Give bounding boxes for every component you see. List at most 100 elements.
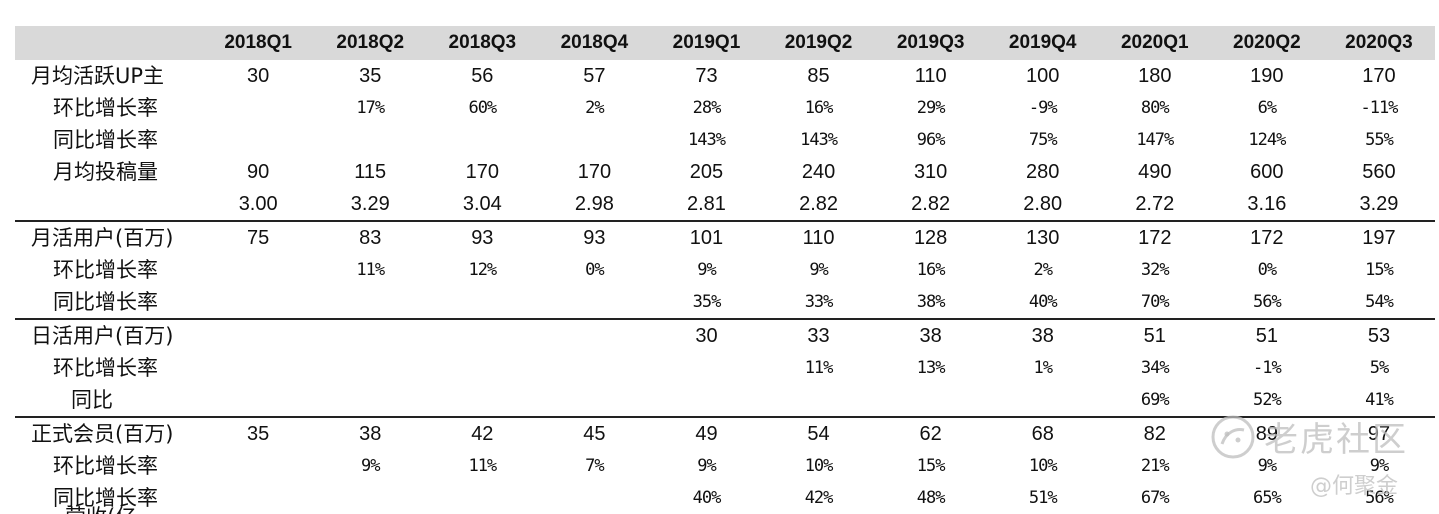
table-cell: 9% bbox=[697, 456, 716, 476]
table-cell: 170 bbox=[465, 161, 499, 183]
table-row: 环比增长率 17% 60% 2% 28% 16% 29% -9% 80% 6% -11% bbox=[15, 92, 1435, 124]
table-cell: 54 bbox=[762, 416, 875, 450]
table-cell: 30 bbox=[247, 65, 270, 87]
table-cell: 56% bbox=[1365, 488, 1394, 508]
table-cell: 55% bbox=[1365, 130, 1394, 150]
row-label: 同比增长率 bbox=[53, 486, 158, 510]
table-cell: 35 bbox=[359, 65, 382, 87]
row-label: 同比 bbox=[71, 388, 113, 412]
table-cell: 5% bbox=[1369, 358, 1389, 378]
table-cell: 9% bbox=[1257, 456, 1277, 476]
table-cell bbox=[650, 384, 762, 417]
table-cell: 6% bbox=[1257, 98, 1277, 118]
table-cell: 128 bbox=[874, 220, 987, 254]
table-cell bbox=[314, 124, 426, 156]
table-cell: 89 bbox=[1210, 416, 1323, 450]
table-cell: 21% bbox=[1140, 456, 1170, 476]
truncated-row-label: 营收(亿 bbox=[65, 505, 136, 514]
table-cell bbox=[538, 352, 650, 384]
table-cell bbox=[202, 286, 314, 319]
table-cell bbox=[202, 450, 314, 482]
table-cell: 7% bbox=[585, 456, 604, 476]
table-cell: 16% bbox=[804, 98, 834, 118]
table-cell: 28% bbox=[692, 98, 722, 118]
table-cell bbox=[426, 318, 539, 352]
table-cell: 51% bbox=[1028, 488, 1058, 508]
table-cell: 2.82 bbox=[799, 193, 839, 215]
table-header-row: 2018Q1 2018Q2 2018Q3 2018Q4 2019Q1 2019Q2 2019… bbox=[15, 26, 1435, 60]
header-quarter-cell: 2020Q3 bbox=[1322, 26, 1435, 60]
table-cell: 49 bbox=[650, 416, 763, 450]
table-cell: 172 bbox=[1098, 220, 1211, 254]
table-row: 3.00 3.29 3.04 2.98 2.81 2.82 2.82 2.80 2.72 3.16… bbox=[15, 188, 1435, 221]
table-cell: 2.98 bbox=[574, 193, 614, 215]
table-cell: 15% bbox=[1365, 260, 1394, 280]
table-row: 正式会员(百万) 35 38 42 45 49 54 62 68 82 89 97 bbox=[15, 416, 1435, 450]
table-cell bbox=[426, 286, 538, 319]
row-label: 环比增长率 bbox=[53, 356, 158, 380]
table-cell: 9% bbox=[1369, 456, 1389, 476]
table-cell: 54% bbox=[1365, 292, 1394, 312]
table-cell: 90 bbox=[247, 161, 270, 183]
table-cell: 93 bbox=[426, 220, 539, 254]
table-cell: 0% bbox=[1257, 260, 1277, 280]
table-cell: 70% bbox=[1140, 292, 1170, 312]
table-cell: 38% bbox=[916, 292, 946, 312]
metrics-table: 2018Q1 2018Q2 2018Q3 2018Q4 2019Q1 2019Q2 2019… bbox=[15, 26, 1435, 514]
table-cell: 73 bbox=[695, 65, 718, 87]
row-label: 日活用户(百万) bbox=[15, 318, 203, 352]
table-cell: 310 bbox=[913, 161, 948, 183]
table-row: 同比增长率 143% 143% 96% 75% 147% 124% 55% bbox=[15, 124, 1435, 156]
table-cell: 124% bbox=[1248, 130, 1286, 150]
table-cell: 75% bbox=[1028, 130, 1058, 150]
table-cell: 3.29 bbox=[1359, 193, 1399, 215]
table-cell: 101 bbox=[650, 220, 763, 254]
table-cell: 170 bbox=[1362, 65, 1396, 87]
table-cell bbox=[538, 124, 650, 156]
data-table-container: 2018Q1 2018Q2 2018Q3 2018Q4 2019Q1 2019Q2 2019… bbox=[15, 26, 1435, 514]
table-row: 环比增长率 11% 12% 0% 9% 9% 16% 2% 32% 0% 15% bbox=[15, 254, 1435, 286]
table-cell: 97 bbox=[1322, 416, 1435, 450]
table-cell: 83 bbox=[314, 220, 427, 254]
header-quarter-cell: 2018Q1 bbox=[202, 26, 315, 60]
row-label: 环比增长率 bbox=[53, 258, 158, 282]
table-cell: 35 bbox=[202, 416, 315, 450]
row-label: 正式会员(百万) bbox=[15, 416, 203, 450]
table-cell: 85 bbox=[807, 65, 830, 87]
row-label: 月均活跃UP主 bbox=[31, 64, 165, 88]
table-cell bbox=[538, 318, 651, 352]
table-cell: 93 bbox=[538, 220, 651, 254]
table-cell: 3.00 bbox=[238, 193, 278, 215]
table-cell: 130 bbox=[986, 220, 1099, 254]
table-cell bbox=[763, 384, 875, 417]
table-cell: 38 bbox=[874, 318, 987, 352]
table-cell bbox=[314, 318, 427, 352]
table-cell: 48% bbox=[916, 488, 946, 508]
table-cell: 197 bbox=[1322, 220, 1435, 254]
table-cell: -1% bbox=[1253, 358, 1282, 378]
table-cell bbox=[202, 384, 314, 417]
table-cell bbox=[202, 318, 315, 352]
table-cell: 40% bbox=[692, 488, 722, 508]
table-cell: 143% bbox=[688, 130, 726, 150]
table-cell: 30 bbox=[650, 318, 763, 352]
table-cell: 82 bbox=[1098, 416, 1211, 450]
table-cell: 42 bbox=[426, 416, 539, 450]
table-cell: 69% bbox=[1140, 390, 1170, 410]
header-quarter-cell: 2019Q3 bbox=[874, 26, 987, 60]
table-cell: 2.81 bbox=[687, 193, 726, 215]
table-cell bbox=[538, 286, 650, 319]
header-quarter-cell: 2018Q2 bbox=[314, 26, 427, 60]
table-row: 日活用户(百万) 30 33 38 38 51 51 53 bbox=[15, 318, 1435, 352]
header-quarter-cell: 2018Q4 bbox=[538, 26, 651, 60]
table-cell: 65% bbox=[1253, 488, 1282, 508]
table-cell: 11% bbox=[356, 260, 385, 280]
table-cell bbox=[314, 352, 426, 384]
table-cell: 42% bbox=[804, 488, 834, 508]
truncated-row: 营收(亿 bbox=[15, 505, 1435, 514]
table-row: 同比增长率 40% 42% 48% 51% 67% 65% 56% bbox=[15, 482, 1435, 514]
table-cell: 280 bbox=[1026, 161, 1060, 183]
table-cell: 51 bbox=[1098, 318, 1211, 352]
table-cell: 75 bbox=[202, 220, 315, 254]
table-cell: 560 bbox=[1362, 161, 1396, 183]
